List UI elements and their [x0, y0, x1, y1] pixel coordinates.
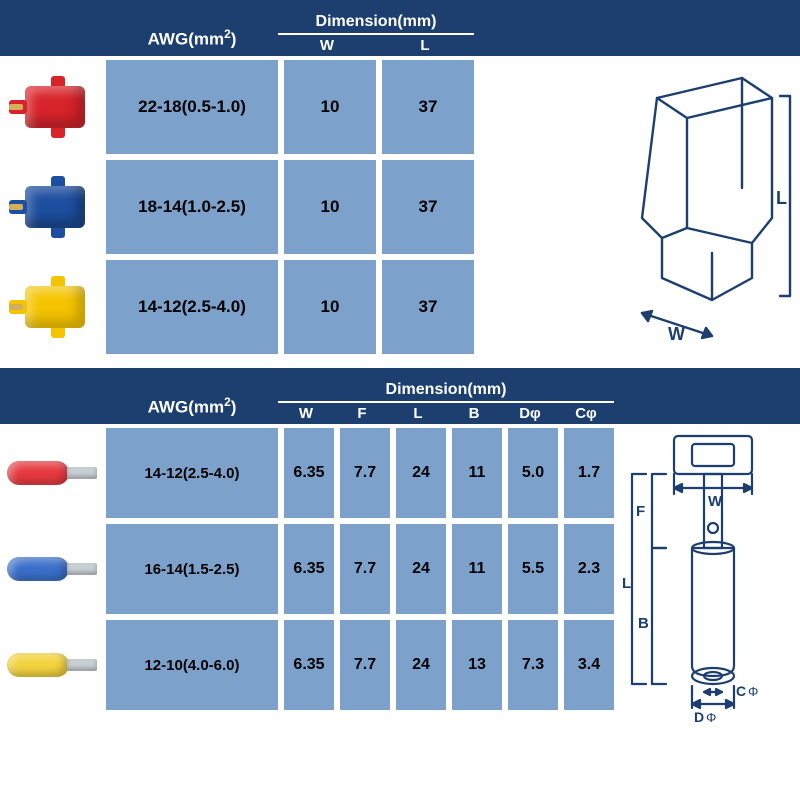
table1-column-row: W L: [278, 33, 474, 56]
ttap-icon: [9, 76, 97, 138]
col-B: B: [446, 403, 502, 424]
spade-connector-table: AWG(mm2) Dimension(mm) W F L B Dφ Cφ 14-…: [0, 368, 800, 710]
table1-dimension-header: Dimension(mm) W L: [278, 13, 474, 56]
L-value: 37: [382, 160, 474, 254]
connector-icon-yellow: [0, 260, 106, 354]
table2-awg-header: AWG(mm2): [106, 395, 278, 424]
L-value: 24: [396, 620, 446, 710]
ttap-icon: [9, 276, 97, 338]
Cphi-value: 2.3: [564, 524, 614, 614]
col-Cphi: Cφ: [558, 403, 614, 424]
B-value: 13: [452, 620, 502, 710]
ttap-connector-table: AWG(mm2) Dimension(mm) W L 22-18(0.5-1.0…: [0, 0, 800, 354]
spade-icon-red: [0, 428, 106, 518]
L-value: 24: [396, 524, 446, 614]
dimension-title: Dimension(mm): [278, 381, 614, 401]
awg-value: 14-12(2.5-4.0): [106, 260, 278, 354]
col-W: W: [278, 35, 376, 56]
spade-dimension-diagram: W F L B D Φ C Φ: [622, 428, 792, 728]
svg-text:F: F: [636, 503, 645, 520]
dimension-title: Dimension(mm): [278, 13, 474, 33]
col-L: L: [376, 35, 474, 56]
Dphi-value: 5.0: [508, 428, 558, 518]
spade-icon: [7, 647, 99, 683]
B-value: 11: [452, 428, 502, 518]
spade-icon: [7, 551, 99, 587]
svg-text:Φ: Φ: [748, 684, 758, 699]
svg-text:L: L: [622, 575, 631, 592]
W-value: 10: [284, 60, 376, 154]
col-L: L: [390, 403, 446, 424]
F-value: 7.7: [340, 620, 390, 710]
col-W: W: [278, 403, 334, 424]
ttap-dimension-diagram: W L: [602, 68, 792, 348]
svg-text:W: W: [708, 493, 723, 510]
W-value: 6.35: [284, 620, 334, 710]
col-Dphi: Dφ: [502, 403, 558, 424]
L-value: 37: [382, 260, 474, 354]
col-F: F: [334, 403, 390, 424]
spade-icon-yellow: [0, 620, 106, 710]
spade-icon: [7, 455, 99, 491]
connector-icon-blue: [0, 160, 106, 254]
Dphi-value: 5.5: [508, 524, 558, 614]
W-value: 6.35: [284, 524, 334, 614]
diagram-label-L: L: [776, 188, 787, 208]
awg-value: 12-10(4.0-6.0): [106, 620, 278, 710]
table1-header: AWG(mm2) Dimension(mm) W L: [0, 0, 800, 56]
svg-text:Φ: Φ: [706, 710, 716, 725]
spade-icon-blue: [0, 524, 106, 614]
Cphi-value: 3.4: [564, 620, 614, 710]
awg-value: 22-18(0.5-1.0): [106, 60, 278, 154]
svg-text:B: B: [638, 615, 649, 632]
ttap-icon: [9, 176, 97, 238]
table2-header: AWG(mm2) Dimension(mm) W F L B Dφ Cφ: [0, 368, 800, 424]
L-value: 24: [396, 428, 446, 518]
B-value: 11: [452, 524, 502, 614]
diagram-label-W: W: [668, 324, 685, 344]
L-value: 37: [382, 60, 474, 154]
connector-icon-red: [0, 60, 106, 154]
W-value: 10: [284, 260, 376, 354]
svg-text:D: D: [694, 709, 704, 725]
F-value: 7.7: [340, 524, 390, 614]
awg-value: 16-14(1.5-2.5): [106, 524, 278, 614]
svg-text:C: C: [736, 683, 746, 699]
Dphi-value: 7.3: [508, 620, 558, 710]
W-value: 10: [284, 160, 376, 254]
table2-dimension-header: Dimension(mm) W F L B Dφ Cφ: [278, 381, 614, 424]
Cphi-value: 1.7: [564, 428, 614, 518]
awg-value: 18-14(1.0-2.5): [106, 160, 278, 254]
table2-column-row: W F L B Dφ Cφ: [278, 401, 614, 424]
W-value: 6.35: [284, 428, 334, 518]
table1-awg-header: AWG(mm2): [106, 27, 278, 56]
awg-value: 14-12(2.5-4.0): [106, 428, 278, 518]
separator: [0, 354, 800, 368]
F-value: 7.7: [340, 428, 390, 518]
